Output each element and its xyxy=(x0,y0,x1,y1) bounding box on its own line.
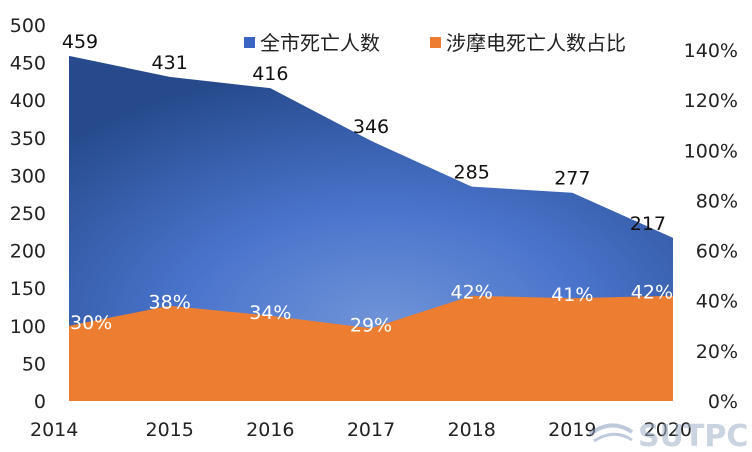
x-tick-label: 2017 xyxy=(347,419,395,441)
data-label-total-deaths: 416 xyxy=(252,63,288,85)
data-label-total-deaths: 285 xyxy=(454,162,490,184)
left-tick-label: 400 xyxy=(10,90,46,112)
left-tick-label: 200 xyxy=(10,241,46,263)
right-tick-label: 60% xyxy=(696,241,738,263)
area-moto-share xyxy=(69,295,673,401)
left-axis-ticks: 0 50 100 150 200 250 300 350 400 450 500 xyxy=(10,15,46,413)
right-tick-label: 140% xyxy=(684,40,738,62)
left-tick-label: 0 xyxy=(34,391,46,413)
x-tick-label: 2014 xyxy=(30,419,78,441)
data-label-moto-share: 42% xyxy=(631,282,673,304)
left-tick-label: 500 xyxy=(10,15,46,37)
data-label-moto-share: 29% xyxy=(350,314,392,336)
data-labels-moto-share: 30% 38% 34% 29% 42% 41% 42% xyxy=(70,282,673,337)
data-label-total-deaths: 346 xyxy=(353,116,389,138)
watermark-text: SUTPC xyxy=(638,419,748,452)
legend-label-total-deaths: 全市死亡人数 xyxy=(260,31,380,55)
legend-label-moto-share: 涉摩电死亡人数占比 xyxy=(446,31,626,55)
right-tick-label: 0% xyxy=(708,391,738,413)
right-tick-label: 120% xyxy=(684,90,738,112)
right-tick-label: 80% xyxy=(696,190,738,212)
data-label-moto-share: 34% xyxy=(249,302,291,324)
data-label-total-deaths: 459 xyxy=(62,31,98,53)
logo-swoosh-icon xyxy=(588,423,634,436)
right-tick-label: 40% xyxy=(696,291,738,313)
data-label-moto-share: 42% xyxy=(451,282,493,304)
x-tick-label: 2018 xyxy=(447,419,495,441)
x-tick-label: 2016 xyxy=(246,419,294,441)
data-label-total-deaths: 217 xyxy=(630,213,666,235)
x-tick-label: 2020 xyxy=(644,419,692,441)
data-label-moto-share: 41% xyxy=(551,284,593,306)
left-tick-label: 100 xyxy=(10,316,46,338)
sutpc-logo: SUTPC xyxy=(588,419,748,452)
x-tick-label: 2019 xyxy=(548,419,596,441)
legend: 全市死亡人数 涉摩电死亡人数占比 xyxy=(244,31,626,55)
data-labels-total-deaths: 459 431 416 346 285 277 217 xyxy=(62,31,666,235)
legend-swatch-moto-share xyxy=(430,37,441,48)
left-tick-label: 50 xyxy=(22,353,46,375)
data-label-total-deaths: 431 xyxy=(152,52,188,74)
left-tick-label: 300 xyxy=(10,165,46,187)
data-label-moto-share: 38% xyxy=(149,292,191,314)
data-label-total-deaths: 277 xyxy=(554,168,590,190)
left-tick-label: 250 xyxy=(10,203,46,225)
x-axis-ticks: 2014 2015 2016 2017 2018 2019 2020 xyxy=(30,419,692,441)
left-tick-label: 450 xyxy=(10,53,46,75)
right-tick-label: 100% xyxy=(684,140,738,162)
right-tick-label: 20% xyxy=(696,341,738,363)
left-tick-label: 150 xyxy=(10,278,46,300)
data-label-moto-share: 30% xyxy=(70,312,112,334)
left-tick-label: 350 xyxy=(10,128,46,150)
legend-swatch-total-deaths xyxy=(244,37,255,48)
right-axis-ticks: 0% 20% 40% 60% 80% 100% 120% 140% xyxy=(684,40,738,413)
x-tick-label: 2015 xyxy=(145,419,193,441)
